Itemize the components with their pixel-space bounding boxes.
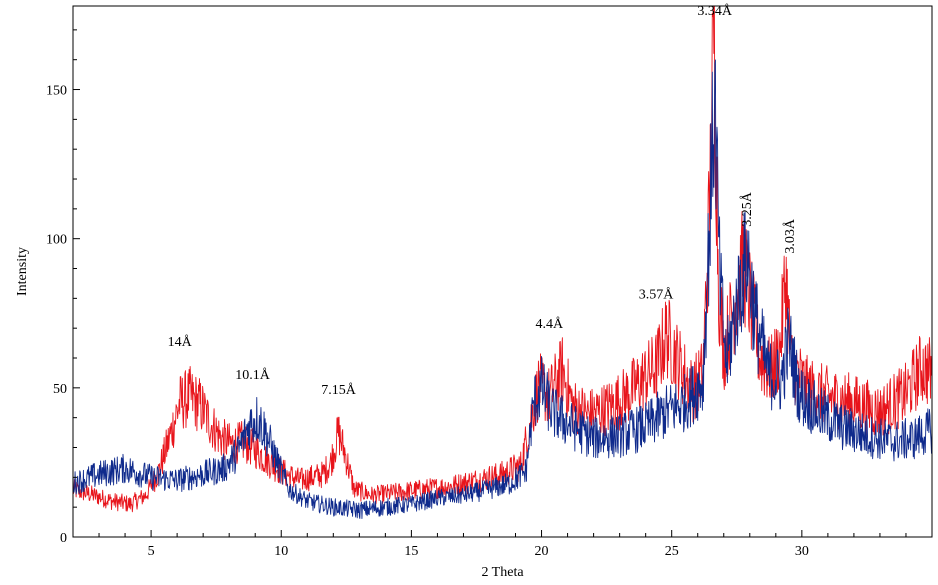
y-tick-label: 100 xyxy=(46,233,67,248)
x-tick-label: 15 xyxy=(404,544,418,559)
series-line-2 xyxy=(72,59,933,519)
axis-layer xyxy=(72,5,933,538)
y-ticks: 0 50 100 150 xyxy=(46,29,80,546)
x-tick-label: 20 xyxy=(535,544,549,559)
series-line-1 xyxy=(72,5,933,513)
x-tick-label: 30 xyxy=(795,544,809,559)
series-layer xyxy=(72,5,933,519)
y-axis-title: Intensity xyxy=(15,247,30,296)
peak-label: 3.34Å xyxy=(697,3,733,19)
x-tick-label: 10 xyxy=(274,544,288,559)
x-ticks: 5 10 15 20 25 30 xyxy=(72,530,933,559)
peak-label: 3.03Å xyxy=(782,218,798,254)
peak-label: 7.15Å xyxy=(321,382,357,398)
plot-frame xyxy=(72,5,933,538)
peak-label: 4.4Å xyxy=(536,316,565,332)
peak-label: 10.1Å xyxy=(235,367,271,383)
y-tick-label: 50 xyxy=(53,382,67,397)
peak-label: 3.57Å xyxy=(639,286,675,302)
peak-annotations: 14Å 10.1Å 7.15Å 4.4Å 3.57Å 3.34Å 3.25Å 3.03Å xyxy=(168,3,798,398)
peak-label: 3.25Å xyxy=(739,191,755,227)
x-axis-title: 2 Theta xyxy=(481,565,524,580)
peak-label: 14Å xyxy=(168,334,193,350)
x-tick-label: 5 xyxy=(148,544,155,559)
x-tick-label: 25 xyxy=(665,544,679,559)
y-tick-label: 150 xyxy=(46,84,67,99)
y-tick-label: 0 xyxy=(60,531,67,546)
